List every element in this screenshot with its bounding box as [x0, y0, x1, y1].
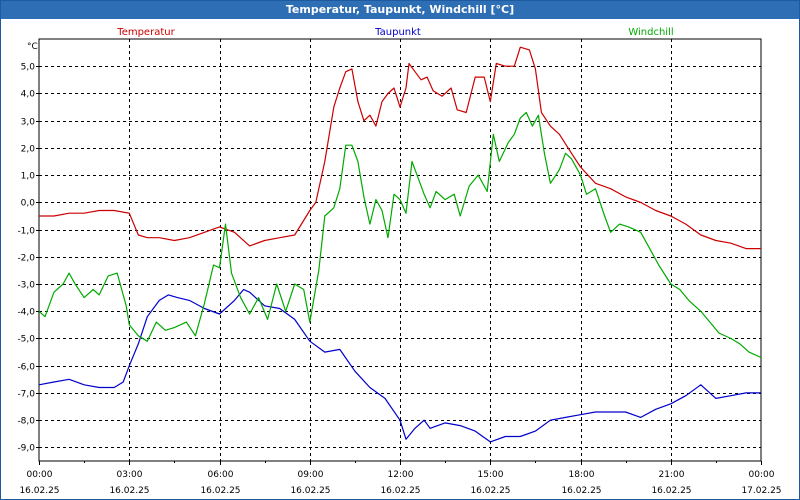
- x-tick-date: 16.02.25: [651, 486, 691, 496]
- y-tick-label: -4,0: [17, 308, 35, 318]
- x-tick-date: 16.02.25: [380, 486, 420, 496]
- legend-taupunkt: Taupunkt: [374, 27, 421, 38]
- series-line-taupunkt: [38, 288, 761, 443]
- y-tick-label: -6,0: [17, 363, 35, 373]
- x-tick-date: 17.02.25: [741, 486, 781, 496]
- y-tick-label: -3,0: [17, 281, 35, 291]
- series-line-temperatur: [39, 46, 761, 250]
- y-tick-label: 3,0: [21, 118, 36, 128]
- y-tick-label: -7,0: [17, 390, 35, 400]
- x-tick-time: 21:00: [659, 470, 685, 480]
- x-tick-date: 16.02.25: [290, 486, 330, 496]
- x-tick-time: 00:00: [27, 470, 53, 480]
- y-tick-label: -8,0: [17, 417, 35, 427]
- y-tick-label: -5,0: [17, 335, 35, 345]
- y-tick-label: 1,0: [21, 172, 36, 182]
- legend-temperatur: Temperatur: [116, 27, 175, 38]
- x-tick-time: 15:00: [478, 470, 504, 480]
- x-tick-date: 16.02.25: [200, 486, 240, 496]
- y-tick-label: -9,0: [17, 444, 35, 454]
- x-tick-time: 09:00: [298, 470, 324, 480]
- x-tick-time: 03:00: [117, 470, 143, 480]
- y-tick-label: 4,0: [21, 90, 36, 100]
- x-tick-time: 06:00: [208, 470, 234, 480]
- y-tick-label: -2,0: [17, 254, 35, 264]
- x-tick-date: 16.02.25: [470, 486, 510, 496]
- y-tick-label: -1,0: [17, 227, 35, 237]
- x-tick-date: 16.02.25: [561, 486, 601, 496]
- y-axis-unit: °C: [27, 42, 38, 52]
- y-tick-label: 0,0: [21, 199, 36, 209]
- window-title: Temperatur, Taupunkt, Windchill [°C]: [1, 1, 799, 19]
- legend-windchill: Windchill: [628, 27, 673, 38]
- x-tick-time: 12:00: [388, 470, 414, 480]
- x-tick-date: 16.02.25: [19, 486, 59, 496]
- x-tick-date: 16.02.25: [109, 486, 149, 496]
- series-line-windchill: [38, 111, 762, 359]
- y-tick-label: 5,0: [21, 63, 36, 73]
- y-tick-label: 2,0: [21, 145, 36, 155]
- x-tick-time: 18:00: [569, 470, 595, 480]
- x-tick-time: 00:00: [749, 470, 775, 480]
